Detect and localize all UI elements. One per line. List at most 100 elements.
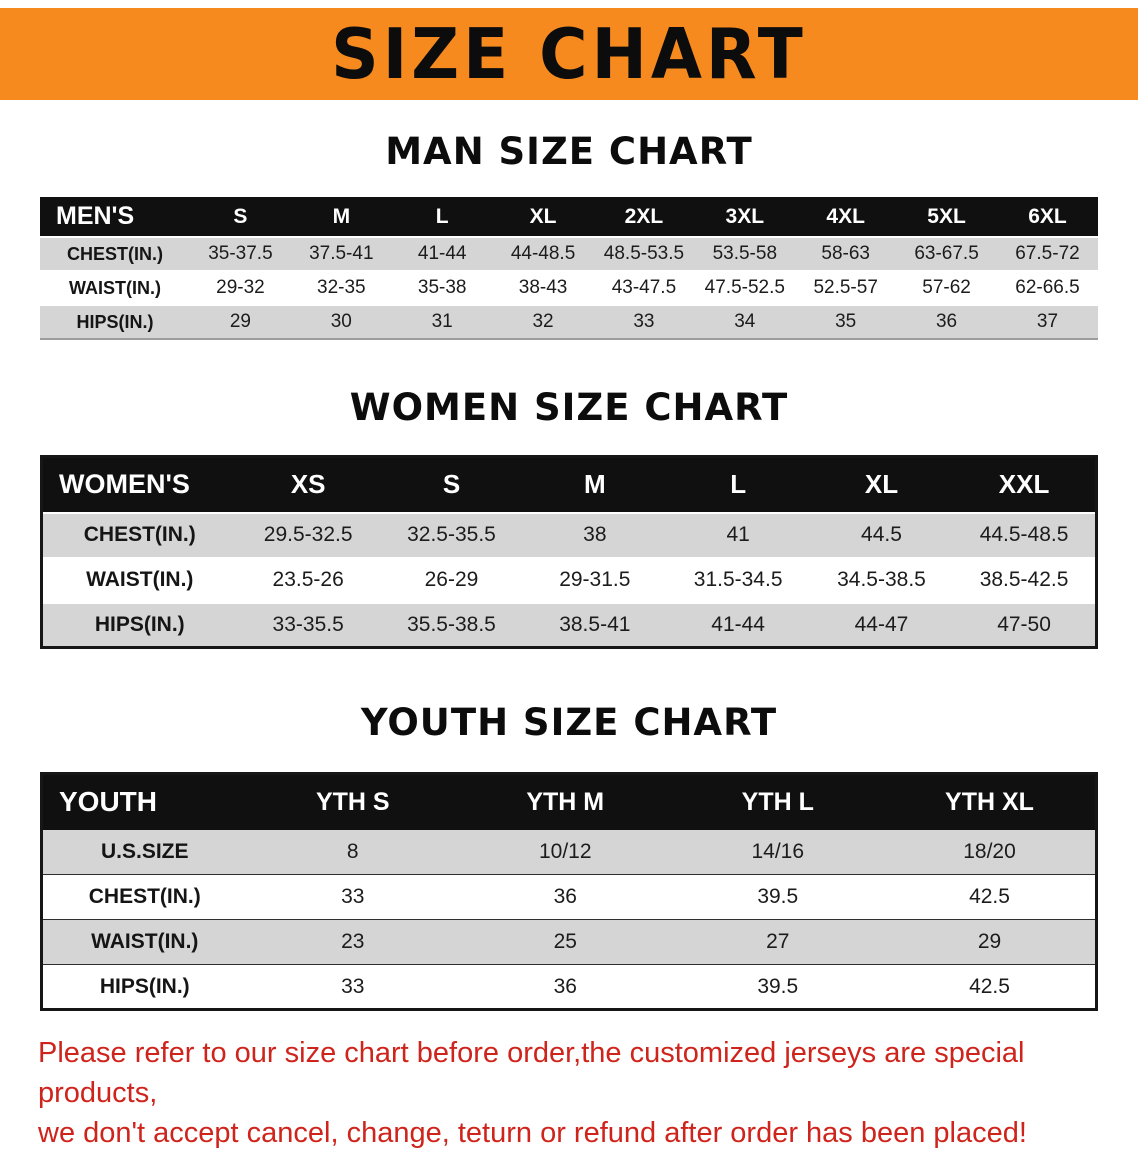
size-value: 35-37.5	[208, 243, 273, 264]
size-value: 18/20	[963, 839, 1016, 863]
size-column-header: S	[442, 469, 461, 500]
size-value: 44-48.5	[510, 243, 576, 264]
size-value: 23.5-26	[272, 568, 344, 591]
size-column-header: YTH S	[315, 787, 390, 816]
size-value: 27	[766, 930, 790, 953]
size-value: 48.5-53.5	[603, 243, 685, 264]
size-value: 32	[532, 311, 554, 332]
size-value: 33	[341, 974, 365, 998]
size-value: 42.5	[969, 974, 1010, 998]
table-row: HIPS(IN.) 29 30 31 32 33 34 35 36 37	[40, 305, 1098, 339]
size-column-header: S	[233, 204, 248, 228]
size-value: 35.5-38.5	[407, 612, 496, 636]
size-value: 36	[935, 311, 958, 332]
size-value: 10/12	[538, 839, 592, 863]
size-column-header: 2XL	[624, 204, 664, 228]
size-value: 41-44	[417, 243, 467, 264]
size-value: 34	[734, 311, 756, 332]
table-corner-label: YOUTH	[59, 786, 157, 818]
row-label: CHEST(IN.)	[88, 885, 201, 908]
table-row: WAIST(IN.) 23 25 27 29	[41, 919, 1097, 965]
size-chart-page: SIZE CHART MAN SIZE CHART MEN'S S M L XL 2XL 3…	[0, 8, 1138, 1149]
youth-size-table: YOUTH YTH S YTH M YTH L YTH XL U.S.SIZE 8 10/12…	[40, 772, 1098, 1011]
size-column-header: M	[332, 204, 351, 228]
table-corner-label: MEN'S	[56, 202, 135, 230]
size-value: 29	[977, 930, 1002, 953]
size-value: 41	[726, 523, 750, 546]
size-column-header: YTH XL	[945, 787, 1034, 816]
size-value: 23	[341, 930, 365, 953]
size-value: 32-35	[317, 277, 366, 298]
size-column-header: YTH M	[526, 787, 605, 816]
size-value: 29-32	[216, 277, 265, 298]
size-value: 34.5-38.5	[837, 568, 926, 591]
size-value: 38.5-42.5	[979, 568, 1069, 591]
women-section-heading: WOMEN SIZE CHART	[349, 386, 789, 429]
size-value: 47.5-52.5	[704, 277, 785, 298]
row-label: CHEST(IN.)	[83, 523, 196, 546]
row-label: HIPS(IN.)	[94, 612, 185, 636]
size-value: 38	[583, 523, 607, 546]
size-value: 39.5	[757, 974, 799, 998]
table-row: CHEST(IN.) 29.5-32.5 32.5-35.5 38 41 44.5 44.5…	[41, 512, 1097, 558]
size-column-header: M	[583, 469, 606, 500]
size-value: 39.5	[757, 885, 799, 908]
row-label: HIPS(IN.)	[76, 311, 154, 332]
table-header-row: MEN'S S M L XL 2XL 3XL 4XL 5XL 6XL	[40, 197, 1098, 237]
size-value: 31	[431, 311, 453, 332]
women-size-section: WOMEN SIZE CHART WOMEN'S XS S M L XL XXL CHEST(…	[0, 386, 1138, 649]
size-value: 37	[1036, 311, 1059, 332]
size-value: 44.5-48.5	[979, 523, 1069, 546]
row-label: U.S.SIZE	[100, 839, 189, 863]
youth-size-section: YOUTH SIZE CHART YOUTH YTH S YTH M YTH L YTH…	[0, 701, 1138, 1011]
row-label: CHEST(IN.)	[67, 243, 163, 264]
size-value: 58-63	[821, 243, 870, 264]
size-value: 36	[553, 885, 577, 908]
table-row: WAIST(IN.) 29-32 32-35 35-38 38-43 43-47.5 47.…	[40, 271, 1098, 305]
size-value: 30	[330, 311, 352, 332]
row-label: WAIST(IN.)	[91, 930, 199, 953]
size-column-header: 6XL	[1028, 204, 1067, 228]
size-column-header: 5XL	[927, 204, 966, 228]
mens-size-table: MEN'S S M L XL 2XL 3XL 4XL 5XL 6XL CHEST(IN.) 35-37…	[40, 197, 1098, 340]
footer-disclaimer: Please refer to our size chart before or…	[0, 1033, 1138, 1153]
size-column-header: L	[730, 469, 747, 500]
size-column-header: L	[435, 204, 449, 228]
size-value: 14/16	[751, 839, 805, 863]
size-value: 53.5-58	[712, 243, 778, 264]
size-value: 38-43	[518, 277, 568, 298]
row-label: WAIST(IN.)	[86, 568, 194, 591]
table-row: CHEST(IN.) 33 36 39.5 42.5	[41, 874, 1097, 920]
footer-disclaimer-line1: Please refer to our size chart before or…	[38, 1037, 1025, 1109]
size-value: 35	[835, 311, 857, 332]
size-value: 42.5	[969, 885, 1010, 908]
row-label: HIPS(IN.)	[99, 974, 190, 998]
size-value: 67.5-72	[1015, 243, 1080, 264]
size-value: 37.5-41	[309, 243, 374, 264]
page-title: SIZE CHART	[331, 13, 807, 95]
size-value: 25	[553, 930, 577, 953]
size-value: 33	[633, 311, 655, 332]
size-value: 29	[229, 311, 251, 332]
footer-disclaimer-line2: we don't accept cancel, change, teturn o…	[38, 1117, 1027, 1149]
size-value: 62-66.5	[1015, 277, 1080, 298]
table-row: CHEST(IN.) 35-37.5 37.5-41 41-44 44-48.5 48.5…	[40, 237, 1098, 271]
size-value: 29-31.5	[559, 568, 631, 591]
size-value: 33-35.5	[272, 612, 344, 636]
table-row: WAIST(IN.) 23.5-26 26-29 29-31.5 31.5-34.5 34…	[41, 557, 1097, 603]
size-column-header: XXL	[998, 469, 1050, 500]
size-value: 44-47	[854, 612, 909, 636]
size-column-header: XL	[864, 469, 899, 500]
size-value: 32.5-35.5	[407, 523, 496, 546]
banner: SIZE CHART	[0, 8, 1138, 100]
size-value: 26-29	[424, 568, 479, 591]
size-value: 36	[553, 974, 577, 998]
size-value: 29.5-32.5	[263, 523, 353, 546]
size-column-header: XS	[290, 469, 326, 500]
size-value: 63-67.5	[914, 243, 979, 264]
table-row: U.S.SIZE 8 10/12 14/16 18/20	[41, 829, 1097, 875]
size-value: 8	[346, 839, 359, 863]
table-row: HIPS(IN.) 33 36 39.5 42.5	[41, 964, 1097, 1010]
size-value: 43-47.5	[611, 277, 677, 298]
size-column-header: 3XL	[725, 204, 765, 228]
